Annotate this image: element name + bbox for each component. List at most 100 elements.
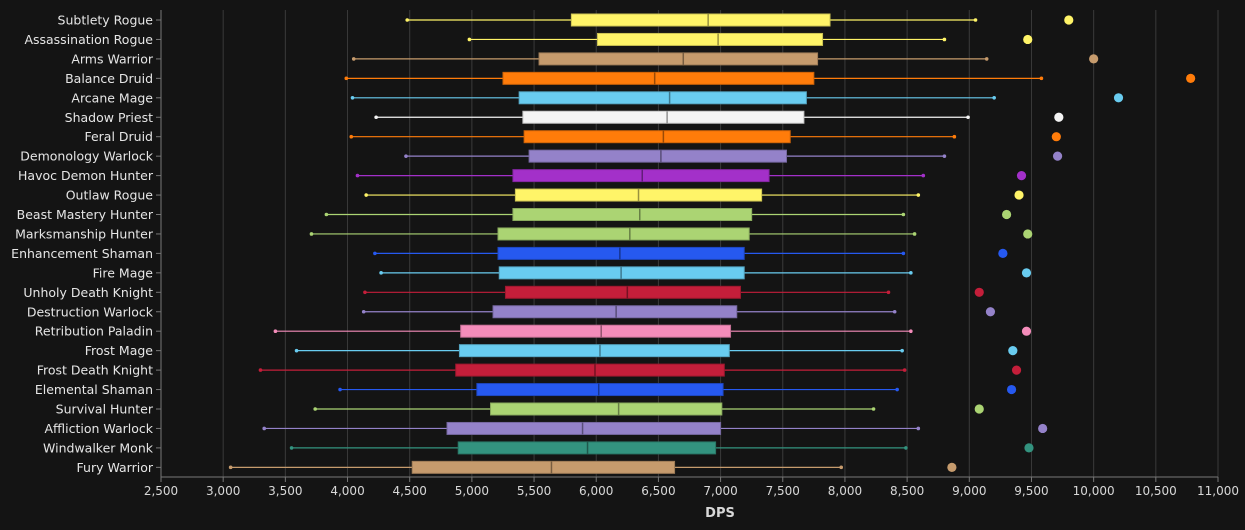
y-tick-label: Outlaw Rogue bbox=[66, 188, 154, 203]
box bbox=[460, 324, 732, 338]
box-row bbox=[313, 402, 984, 416]
max-dot bbox=[1023, 229, 1033, 239]
max-dot bbox=[985, 307, 996, 317]
y-tick-label: Elemental Shaman bbox=[35, 382, 153, 397]
box-row bbox=[351, 52, 1099, 66]
whisker-min bbox=[405, 18, 410, 22]
max-dot bbox=[1113, 93, 1124, 103]
max-dot bbox=[1186, 73, 1196, 83]
whisker-max bbox=[973, 18, 978, 22]
y-tick-label: Fury Warrior bbox=[77, 460, 154, 475]
box-row bbox=[379, 266, 1032, 280]
max-dot bbox=[998, 248, 1008, 258]
box bbox=[523, 130, 791, 144]
x-tick-label: 11,000 bbox=[1197, 484, 1239, 498]
whisker-max bbox=[909, 271, 913, 275]
box-row bbox=[350, 91, 1124, 105]
box-row bbox=[258, 363, 1022, 377]
box bbox=[502, 71, 815, 85]
box-row bbox=[262, 421, 1048, 435]
max-dot bbox=[1051, 132, 1061, 142]
max-dot bbox=[1008, 346, 1018, 356]
box bbox=[455, 363, 725, 377]
whisker-min bbox=[258, 368, 263, 372]
whisker-min bbox=[351, 57, 356, 61]
box bbox=[596, 32, 824, 46]
whisker-min bbox=[355, 173, 360, 178]
box bbox=[528, 149, 787, 163]
y-tick-label: Arms Warrior bbox=[71, 51, 154, 66]
whisker-min bbox=[364, 193, 368, 197]
max-dot bbox=[947, 462, 957, 472]
x-tick-label: 6,500 bbox=[641, 484, 675, 498]
box bbox=[476, 383, 724, 397]
box bbox=[490, 402, 723, 416]
max-dot bbox=[1064, 15, 1074, 25]
y-tick-label: Shadow Priest bbox=[65, 110, 153, 125]
whisker-min bbox=[361, 309, 366, 314]
whisker-min bbox=[374, 115, 378, 120]
whisker-max bbox=[901, 251, 906, 256]
box-row bbox=[364, 188, 1024, 202]
whisker-max bbox=[984, 57, 989, 61]
max-dot bbox=[1089, 54, 1099, 64]
whisker-max bbox=[886, 290, 891, 295]
x-tick-label: 7,000 bbox=[703, 484, 737, 498]
max-dot bbox=[1054, 112, 1064, 122]
box-row bbox=[374, 110, 1064, 124]
box bbox=[512, 208, 753, 221]
box-row bbox=[289, 441, 1034, 455]
max-dot bbox=[1038, 423, 1048, 434]
y-tick-label: Subtlety Rogue bbox=[58, 13, 154, 28]
y-tick-label: Frost Death Knight bbox=[37, 363, 153, 378]
box-row bbox=[228, 460, 957, 474]
box bbox=[458, 344, 730, 358]
whisker-min bbox=[313, 407, 317, 411]
whisker-min bbox=[350, 96, 355, 100]
whisker-max bbox=[892, 309, 897, 314]
box bbox=[492, 305, 738, 319]
y-tick-label: Assassination Rogue bbox=[24, 32, 153, 47]
whisker-max bbox=[900, 348, 904, 353]
whisker-max bbox=[942, 154, 947, 158]
box bbox=[512, 169, 770, 183]
box bbox=[446, 421, 722, 435]
y-tick-label: Unholy Death Knight bbox=[23, 285, 153, 300]
x-tick-label: 4,000 bbox=[330, 484, 364, 498]
whisker-max bbox=[871, 407, 876, 411]
max-dot bbox=[1021, 326, 1032, 336]
max-dot bbox=[1023, 34, 1033, 45]
whisker-min bbox=[404, 154, 408, 158]
whisker-min bbox=[338, 387, 342, 392]
whisker-max bbox=[1039, 76, 1044, 81]
y-axis: Subtlety Rogue Assassination Rogue Arms Wa… bbox=[11, 10, 162, 477]
max-dot bbox=[974, 287, 984, 297]
x-tick-label: 5,000 bbox=[455, 484, 489, 498]
whisker-max bbox=[916, 426, 921, 431]
whisker-min bbox=[273, 329, 278, 334]
box-row bbox=[355, 169, 1027, 183]
whisker-min bbox=[309, 232, 314, 236]
box-row bbox=[294, 344, 1018, 358]
max-dot bbox=[1024, 443, 1034, 453]
whisker-min bbox=[363, 290, 367, 295]
plot-marks bbox=[228, 13, 1196, 474]
whisker-min bbox=[373, 251, 377, 256]
max-dot bbox=[1021, 268, 1032, 278]
x-tick-label: 9,000 bbox=[952, 484, 986, 498]
x-tick-label: 6,000 bbox=[579, 484, 613, 498]
whisker-max bbox=[904, 446, 908, 450]
box-row bbox=[405, 13, 1074, 27]
whisker-max bbox=[966, 115, 970, 120]
whisker-min bbox=[294, 348, 299, 353]
y-tick-label: Windwalker Monk bbox=[43, 440, 154, 455]
whisker-max bbox=[839, 465, 844, 470]
whisker-min bbox=[289, 446, 294, 450]
y-tick-label: Fire Mage bbox=[93, 265, 154, 280]
y-tick-label: Havoc Demon Hunter bbox=[18, 168, 154, 183]
x-tick-label: 3,000 bbox=[206, 484, 240, 498]
box bbox=[570, 13, 831, 27]
box-row bbox=[309, 227, 1033, 241]
box bbox=[497, 227, 750, 241]
